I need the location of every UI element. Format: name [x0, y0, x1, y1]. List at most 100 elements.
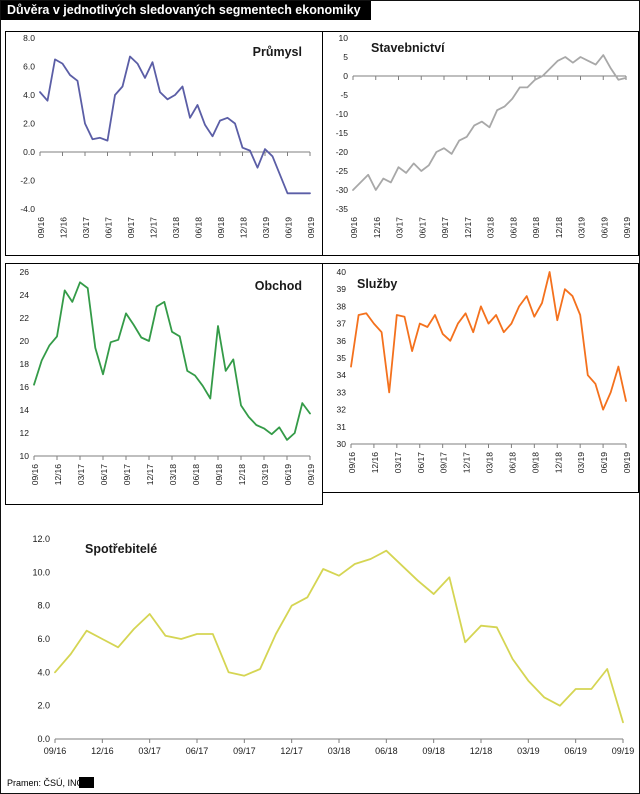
svg-text:16: 16: [20, 382, 30, 392]
svg-text:12/16: 12/16: [370, 452, 380, 474]
chart-prumysl-plot: 8.0 6.0 4.0 2.0 0.0 -2.0 -4.009/16 12/16 03/17 06…: [20, 33, 316, 239]
svg-text:09/17: 09/17: [440, 217, 450, 239]
svg-text:Služby: Služby: [357, 277, 397, 291]
svg-text:06/17: 06/17: [104, 217, 114, 239]
svg-text:-30: -30: [336, 185, 349, 195]
svg-text:09/16: 09/16: [44, 746, 67, 756]
svg-text:03/18: 03/18: [168, 464, 178, 486]
svg-text:06/18: 06/18: [375, 746, 398, 756]
svg-text:03/17: 03/17: [81, 217, 91, 239]
svg-text:5: 5: [343, 52, 348, 62]
svg-text:6.0: 6.0: [23, 62, 35, 72]
svg-text:34: 34: [337, 370, 347, 380]
svg-text:12/18: 12/18: [237, 464, 247, 486]
svg-text:03/19: 03/19: [577, 217, 587, 239]
svg-text:-2.0: -2.0: [20, 176, 35, 186]
chart-sluzby-box: 40 39 38 37 36 35 34 33 32 31 30 09/16 12/16 03/17 06/…: [322, 263, 639, 493]
svg-text:8.0: 8.0: [23, 33, 35, 43]
svg-text:09/17: 09/17: [439, 452, 449, 474]
svg-text:12/18: 12/18: [470, 746, 493, 756]
svg-text:10: 10: [20, 451, 30, 461]
svg-text:0: 0: [343, 71, 348, 81]
svg-text:10.0: 10.0: [32, 567, 50, 577]
svg-text:09/19: 09/19: [306, 217, 316, 239]
svg-text:2.0: 2.0: [23, 119, 35, 129]
svg-text:12/17: 12/17: [463, 217, 473, 239]
svg-text:6.0: 6.0: [37, 634, 50, 644]
svg-text:-20: -20: [336, 147, 349, 157]
svg-text:09/17: 09/17: [122, 464, 132, 486]
svg-text:09/17: 09/17: [233, 746, 256, 756]
svg-text:12/16: 12/16: [59, 217, 69, 239]
svg-text:06/17: 06/17: [416, 452, 426, 474]
svg-text:09/19: 09/19: [622, 217, 632, 239]
svg-text:09/18: 09/18: [531, 217, 541, 239]
svg-text:22: 22: [20, 313, 30, 323]
svg-text:31: 31: [337, 422, 347, 432]
source-note: Pramen: ČSÚ, ING: [7, 777, 94, 788]
svg-text:32: 32: [337, 405, 347, 415]
highlight-box: [78, 777, 94, 788]
svg-text:09/16: 09/16: [30, 464, 40, 486]
svg-text:03/18: 03/18: [171, 217, 181, 239]
svg-text:03/17: 03/17: [138, 746, 161, 756]
svg-text:-15: -15: [336, 128, 349, 138]
svg-text:4.0: 4.0: [37, 667, 50, 677]
svg-text:12/16: 12/16: [91, 746, 114, 756]
svg-text:09/19: 09/19: [612, 746, 635, 756]
svg-text:0.0: 0.0: [37, 734, 50, 744]
svg-text:03/19: 03/19: [260, 464, 270, 486]
svg-text:12/16: 12/16: [53, 464, 63, 486]
chart-prumysl-box: 8.0 6.0 4.0 2.0 0.0 -2.0 -4.0 09/16 12/16 03/17 06…: [5, 31, 323, 256]
svg-text:0.0: 0.0: [23, 147, 35, 157]
svg-text:06/19: 06/19: [599, 217, 609, 239]
svg-text:40: 40: [337, 267, 347, 277]
svg-text:06/19: 06/19: [284, 217, 294, 239]
svg-text:09/16: 09/16: [36, 217, 46, 239]
svg-text:-25: -25: [336, 166, 349, 176]
svg-text:12/18: 12/18: [553, 452, 563, 474]
chart-spotrebitele-box: 12.0 10.0 8.0 6.0 4.0 2.0 0.0 09/16 12/16 03/17 06…: [13, 527, 637, 767]
svg-text:36: 36: [337, 336, 347, 346]
svg-text:12/17: 12/17: [145, 464, 155, 486]
svg-text:03/17: 03/17: [395, 217, 405, 239]
svg-text:03/17: 03/17: [76, 464, 86, 486]
svg-text:-4.0: -4.0: [20, 204, 35, 214]
svg-text:09/18: 09/18: [422, 746, 445, 756]
svg-text:06/18: 06/18: [194, 217, 204, 239]
page-title: Důvěra v jednotlivých sledovaných segmen…: [1, 1, 371, 20]
svg-text:12/17: 12/17: [149, 217, 159, 239]
svg-text:35: 35: [337, 353, 347, 363]
source-text: Pramen: ČSÚ, ING: [7, 778, 84, 788]
svg-text:03/19: 03/19: [576, 452, 586, 474]
svg-text:12/16: 12/16: [372, 217, 382, 239]
svg-text:09/16: 09/16: [349, 217, 359, 239]
svg-text:4.0: 4.0: [23, 90, 35, 100]
svg-text:09/18: 09/18: [216, 217, 226, 239]
svg-text:26: 26: [20, 267, 30, 277]
svg-text:09/18: 09/18: [214, 464, 224, 486]
svg-text:06/18: 06/18: [507, 452, 517, 474]
svg-text:03/18: 03/18: [486, 217, 496, 239]
svg-text:09/19: 09/19: [622, 452, 632, 474]
svg-text:03/19: 03/19: [517, 746, 540, 756]
svg-text:2.0: 2.0: [37, 701, 50, 711]
svg-text:03/17: 03/17: [393, 452, 403, 474]
svg-text:Spotřebitelé: Spotřebitelé: [85, 542, 157, 556]
svg-text:12/18: 12/18: [554, 217, 564, 239]
svg-text:Průmysl: Průmysl: [253, 45, 302, 59]
svg-text:39: 39: [337, 284, 347, 294]
svg-text:-10: -10: [336, 109, 349, 119]
svg-text:24: 24: [20, 290, 30, 300]
svg-text:Obchod: Obchod: [255, 279, 302, 293]
svg-text:38: 38: [337, 301, 347, 311]
svg-text:10: 10: [339, 33, 349, 43]
svg-text:-35: -35: [336, 204, 349, 214]
svg-text:12.0: 12.0: [32, 534, 50, 544]
svg-text:12/17: 12/17: [462, 452, 472, 474]
svg-text:06/19: 06/19: [599, 452, 609, 474]
svg-text:06/18: 06/18: [191, 464, 201, 486]
svg-text:06/17: 06/17: [99, 464, 109, 486]
